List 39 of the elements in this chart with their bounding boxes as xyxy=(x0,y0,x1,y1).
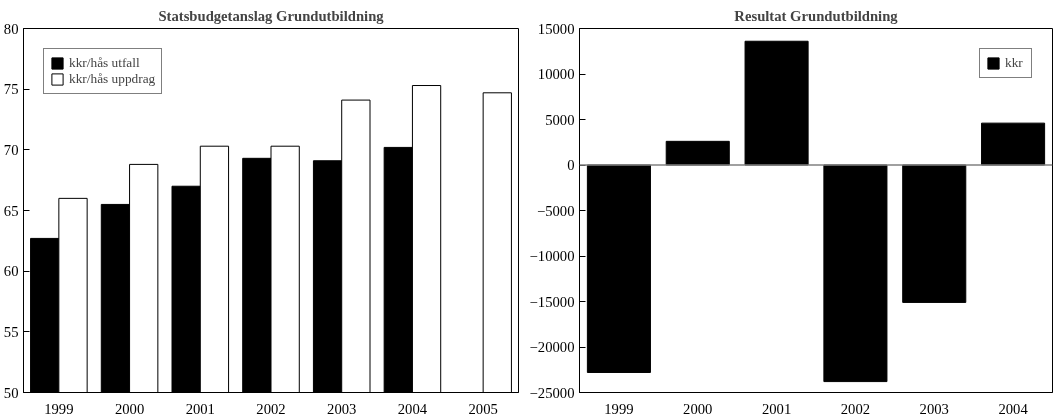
x-tick-label: 2000 xyxy=(683,400,713,417)
x-tick-label: 2004 xyxy=(397,400,428,417)
bar xyxy=(902,164,967,303)
y-tick-label: −15000 xyxy=(529,293,575,310)
y-tick-label: −5000 xyxy=(536,202,575,219)
bar xyxy=(981,122,1046,166)
x-tick-label: 2001 xyxy=(185,400,215,417)
y-tick-label: 55 xyxy=(3,323,19,340)
y-tick-label: 0 xyxy=(567,157,575,173)
legend-label: kkr xyxy=(1005,55,1024,71)
x-tick-label: 2001 xyxy=(761,400,792,417)
y-tick-label: −10000 xyxy=(529,248,575,264)
y-tick-label: 60 xyxy=(3,263,19,280)
x-tick-label: 1999 xyxy=(604,400,634,417)
bar xyxy=(744,40,809,166)
y-tick-label: 5000 xyxy=(545,111,575,128)
bar xyxy=(665,140,730,166)
y-tick-label: 65 xyxy=(3,202,19,219)
y-tick-label: 15000 xyxy=(537,20,575,37)
y-tick-label: 75 xyxy=(3,81,19,98)
y-tick-label: 80 xyxy=(3,20,19,37)
x-tick-label: 2000 xyxy=(114,400,145,417)
x-tick-label: 2002 xyxy=(840,400,871,417)
chart-title: Statsbudgetanslag Grundutbildning xyxy=(158,7,385,24)
x-tick-label: 2004 xyxy=(998,400,1029,417)
legend-label: kkr/hås utfall xyxy=(69,55,140,71)
y-tick-label: 70 xyxy=(3,141,19,158)
legend-label: kkr/hås uppdrag xyxy=(69,71,156,87)
chart-title: Resultat Grundutbildning xyxy=(734,7,899,24)
y-tick-label: −25000 xyxy=(529,384,575,401)
y-tick-label: −20000 xyxy=(529,339,575,355)
x-tick-label: 2002 xyxy=(256,400,286,417)
y-tick-label: 50 xyxy=(3,384,19,401)
x-tick-label: 2005 xyxy=(468,400,498,417)
x-tick-label: 2003 xyxy=(327,400,357,417)
y-tick-label: 10000 xyxy=(537,66,575,82)
x-tick-label: 2003 xyxy=(919,400,949,417)
x-tick-label: 1999 xyxy=(44,400,74,417)
bar xyxy=(823,164,888,383)
